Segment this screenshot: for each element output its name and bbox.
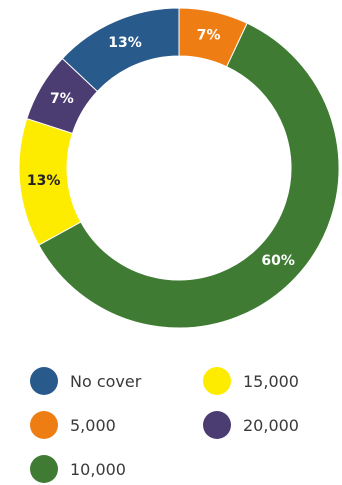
slice-label-15-000: 13% xyxy=(27,173,61,189)
donut-slices xyxy=(18,7,340,329)
donut-chart: 7% 60% 13% 7% 13% xyxy=(18,7,340,329)
legend-label-20000: 20,000 xyxy=(243,415,299,435)
legend-item-15000: 15,000 xyxy=(203,365,299,397)
legend-item-5000: 5,000 xyxy=(30,409,116,441)
legend-label-15000: 15,000 xyxy=(243,371,299,391)
slice-label-5-000: 7% xyxy=(197,27,221,43)
legend-item-no-cover: No cover xyxy=(30,365,141,397)
slice-label-10-000: 60% xyxy=(261,253,295,269)
slice-label-20-000: 7% xyxy=(50,91,74,107)
legend-swatch-no-cover xyxy=(30,367,58,395)
slice-labels: 7% 60% 13% 7% 13% xyxy=(27,27,295,269)
legend-swatch-15000 xyxy=(203,367,231,395)
legend-label-no-cover: No cover xyxy=(70,371,142,391)
legend-label-5000: 5,000 xyxy=(70,415,116,435)
legend-item-20000: 20,000 xyxy=(203,409,299,441)
slice-no-cover xyxy=(61,7,180,93)
slice-10-000 xyxy=(38,22,340,329)
legend-label-10000: 10,000 xyxy=(70,459,126,479)
legend-swatch-10000 xyxy=(30,455,58,483)
legend-item-10000: 10,000 xyxy=(30,453,126,485)
slice-label-no-cover: 13% xyxy=(108,35,142,51)
legend-swatch-5000 xyxy=(30,411,58,439)
legend-swatch-20000 xyxy=(203,411,231,439)
